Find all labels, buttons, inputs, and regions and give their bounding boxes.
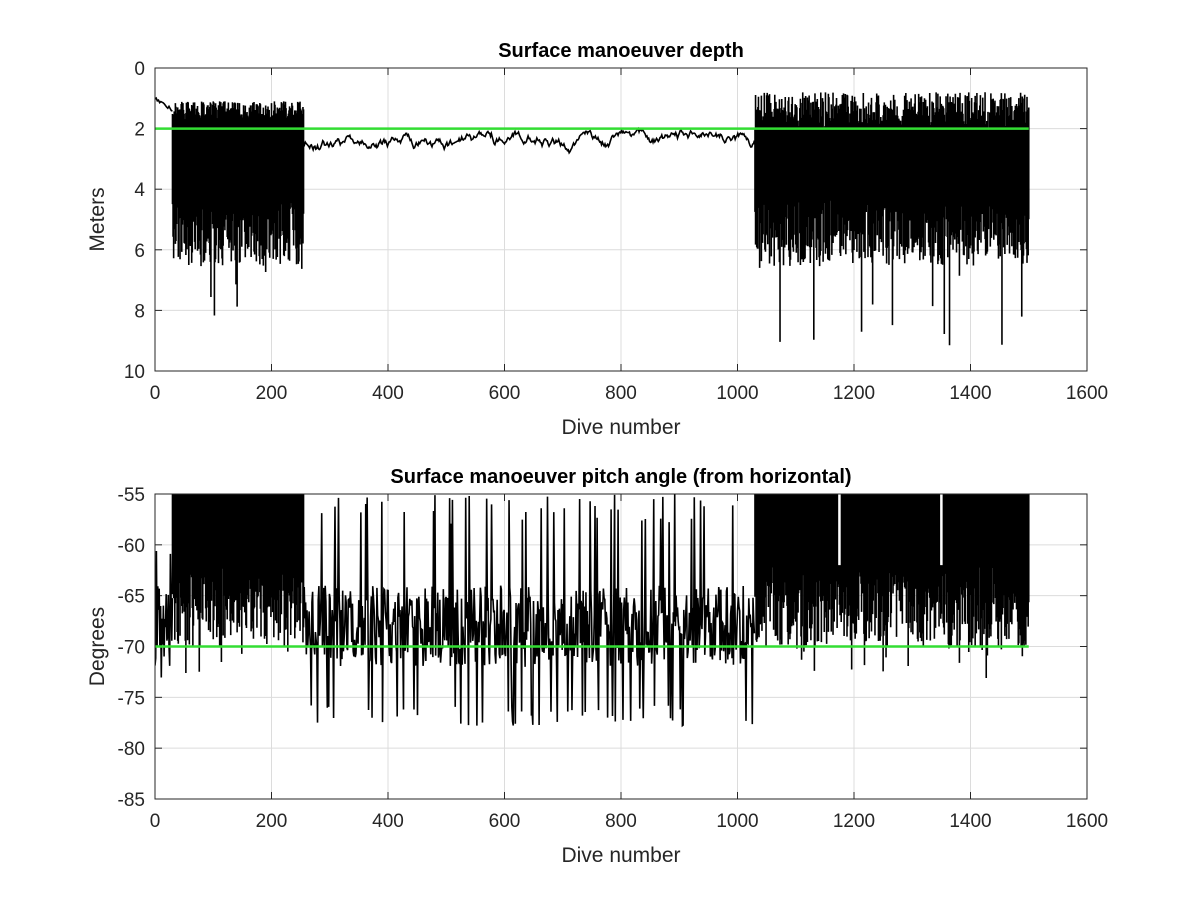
pitch-x-tick-label: 600: [489, 811, 521, 832]
depth-x-tick-label: 200: [256, 383, 288, 404]
pitch-series: [155, 494, 1030, 728]
pitch-x-tick-label: 1200: [833, 811, 875, 832]
depth-x-tick-label: 600: [489, 383, 521, 404]
depth-y-tick-label: 4: [134, 180, 145, 201]
depth-y-tick-label: 8: [134, 301, 145, 322]
pitch-y-tick-label: -80: [118, 739, 145, 760]
depth-y-tick-label: 0: [134, 59, 145, 80]
pitch-y-tick-label: -75: [118, 688, 145, 709]
pitch-x-tick-label: 1400: [949, 811, 991, 832]
depth-x-tick-label: 0: [150, 383, 161, 404]
pitch-x-tick-label: 200: [256, 811, 288, 832]
pitch-x-axis-label: Dive number: [561, 844, 680, 867]
pitch-y-tick-label: -65: [118, 587, 145, 608]
depth-subplot: 0 200 400 600 800 1000 1200 1400 1600 0 2 4 6 8 10 Surf…: [86, 40, 1108, 439]
depth-y-tick-label: 2: [134, 120, 145, 141]
pitch-x-tick-label: 0: [150, 811, 161, 832]
depth-y-tick-label: 6: [134, 241, 145, 262]
depth-y-axis-label: Meters: [86, 187, 109, 251]
pitch-x-tick-label: 800: [605, 811, 637, 832]
pitch-x-tick-label: 1000: [716, 811, 758, 832]
pitch-trace: [155, 494, 1030, 728]
pitch-y-tick-label: -55: [118, 485, 145, 506]
depth-chart-title: Surface manoeuver depth: [498, 40, 744, 62]
depth-x-tick-label: 1600: [1066, 383, 1108, 404]
depth-axes-box: [154, 67, 1088, 372]
depth-x-axis-label: Dive number: [561, 416, 680, 439]
depth-series: [155, 92, 1030, 346]
pitch-x-tick-label: 400: [372, 811, 404, 832]
pitch-axes-box: [154, 493, 1088, 800]
depth-y-tick-label: 10: [124, 362, 145, 383]
depth-x-tick-label: 1200: [833, 383, 875, 404]
pitch-y-tick-label: -70: [118, 638, 145, 659]
depth-trace: [155, 92, 1030, 346]
pitch-y-tick-label: -60: [118, 536, 145, 557]
pitch-y-tick-label: -85: [118, 790, 145, 811]
pitch-chart-title: Surface manoeuver pitch angle (from hori…: [390, 466, 851, 488]
pitch-subplot: 0 200 400 600 800 1000 1200 1400 1600 -55 -60 -65 -7…: [86, 466, 1108, 867]
depth-x-tick-label: 400: [372, 383, 404, 404]
pitch-x-tick-label: 1600: [1066, 811, 1108, 832]
depth-x-tick-label: 1000: [716, 383, 758, 404]
depth-x-tick-label: 800: [605, 383, 637, 404]
pitch-y-axis-label: Degrees: [86, 607, 109, 686]
depth-x-tick-label: 1400: [949, 383, 991, 404]
